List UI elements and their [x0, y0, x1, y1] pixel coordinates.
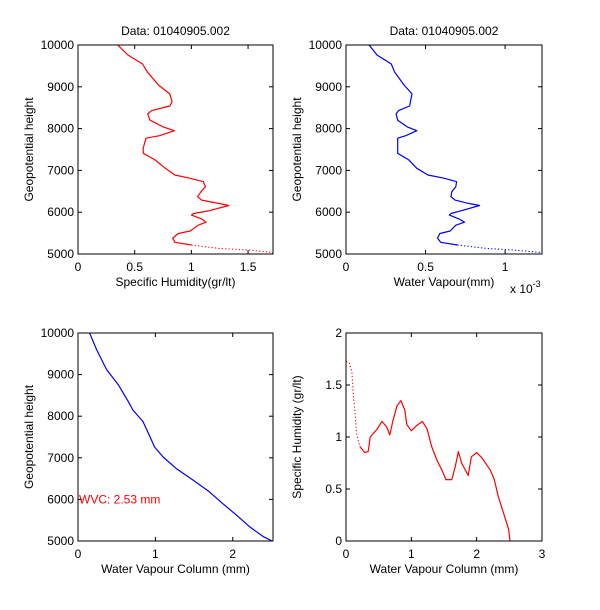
- x-multiplier-base: x 10: [510, 282, 533, 296]
- y-axis-label: Geopotential height: [22, 97, 36, 202]
- y-tick-label: 10000: [41, 326, 75, 340]
- x-tick-label: 0: [343, 260, 350, 274]
- chart-title: Data: 01040905.002: [390, 24, 499, 38]
- y-tick-label: 7000: [47, 163, 74, 177]
- axes-box: [78, 45, 273, 254]
- x-axis-label: Water Vapour Column (mm): [101, 562, 250, 576]
- axes-box: [346, 45, 542, 254]
- chart-title: Data: 01040905.002: [121, 24, 230, 38]
- x-tick-label: 2: [473, 547, 480, 561]
- series-line: [369, 45, 480, 245]
- series-line: [360, 401, 510, 541]
- y-axis-label: Geopotential height: [22, 384, 36, 489]
- x-multiplier-exponent: -3: [533, 279, 541, 289]
- y-tick-label: 6000: [47, 492, 74, 506]
- series-line: [118, 45, 229, 245]
- y-axis-label: Geopotential height: [290, 97, 304, 202]
- y-tick-label: 7000: [47, 451, 74, 465]
- y-tick-label: 10000: [41, 38, 75, 52]
- subplot-1: 0 0.5 1 1.5 5000 6000 7000 8000 9000 10000 Data: 0…: [22, 24, 273, 289]
- x-axis-multiplier: x 10-3: [510, 279, 541, 296]
- series-line-dotted: [191, 245, 273, 254]
- y-axis-label: Specific Humidity (gr/lt): [290, 375, 304, 498]
- x-tick-label: 1.5: [240, 260, 257, 274]
- x-tick-label: 1: [502, 260, 509, 274]
- y-tick-label: 8000: [47, 122, 74, 136]
- y-tick-label: 1: [335, 430, 342, 444]
- x-tick-label: 0: [343, 547, 350, 561]
- subplot-3: 0 1 2 5000 6000 7000 8000 9000 10000 Water Vapour…: [22, 326, 273, 576]
- y-tick-label: 8000: [47, 409, 74, 423]
- x-tick-label: 1: [408, 547, 415, 561]
- x-tick-label: 1: [188, 260, 195, 274]
- x-tick-label: 2: [229, 547, 236, 561]
- x-tick-label: 0: [75, 547, 82, 561]
- series-line-dotted: [346, 361, 360, 446]
- series-line-dotted: [457, 245, 542, 254]
- axes-box: [78, 333, 273, 541]
- x-axis-label: Water Vapour(mm): [394, 275, 495, 289]
- x-axis-label: Specific Humidity(gr/lt): [115, 275, 235, 289]
- y-tick-label: 2: [335, 326, 342, 340]
- y-tick-label: 0: [335, 534, 342, 548]
- y-tick-label: 5000: [47, 247, 74, 261]
- x-tick-label: 0.5: [126, 260, 143, 274]
- y-tick-label: 9000: [315, 80, 342, 94]
- y-tick-label: 1.5: [325, 378, 342, 392]
- y-tick-label: 5000: [315, 247, 342, 261]
- x-tick-label: 0: [75, 260, 82, 274]
- x-tick-label: 3: [539, 547, 546, 561]
- y-tick-label: 9000: [47, 80, 74, 94]
- y-tick-label: 5000: [47, 534, 74, 548]
- y-tick-label: 6000: [47, 205, 74, 219]
- y-tick-label: 8000: [315, 122, 342, 136]
- x-tick-label: 0.5: [417, 260, 434, 274]
- axes-box: [346, 333, 542, 541]
- y-tick-label: 10000: [309, 38, 343, 52]
- y-tick-label: 6000: [315, 205, 342, 219]
- wvc-annotation: WVC: 2.53 mm: [79, 492, 160, 506]
- y-tick-label: 9000: [47, 368, 74, 382]
- series-line: [90, 333, 273, 541]
- x-axis-label: Water Vapour Column (mm): [370, 562, 519, 576]
- subplot-2: 0 0.5 1 5000 6000 7000 8000 9000 10000 Data: 0104…: [290, 24, 542, 296]
- y-tick-label: 7000: [315, 163, 342, 177]
- x-tick-label: 1: [152, 547, 159, 561]
- y-tick-label: 0.5: [325, 482, 342, 496]
